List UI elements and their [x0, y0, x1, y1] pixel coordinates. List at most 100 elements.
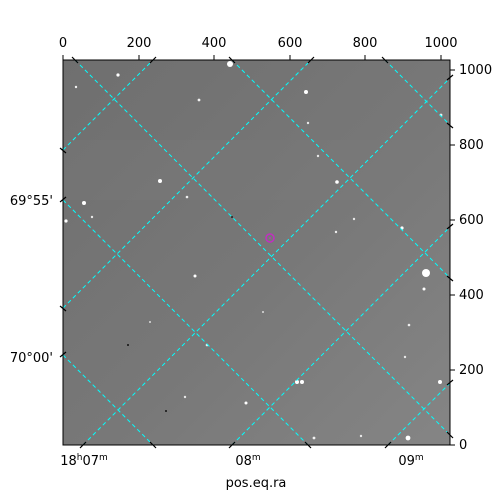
star [185, 195, 189, 199]
top-tick-label: 0 [59, 36, 67, 51]
ra-tick-hour-unit: h [77, 453, 83, 463]
star [407, 323, 411, 327]
star [149, 321, 151, 323]
star [316, 154, 320, 158]
target-center [269, 237, 271, 239]
grid-line-ra [231, 60, 450, 279]
wcs-tick [381, 56, 389, 64]
right-tick-label: 400 [459, 288, 484, 303]
star [422, 287, 426, 291]
wcs-tick [59, 147, 67, 154]
star [335, 180, 339, 184]
wcs-tick [384, 441, 392, 449]
ra-tick-label: 18h07m [60, 453, 108, 469]
star [64, 219, 68, 223]
star [193, 274, 197, 278]
ra-tick-minute-unit: m [252, 453, 261, 463]
wcs-tick [228, 56, 236, 64]
ra-tick-minute-unit: m [99, 453, 108, 463]
wcs-tick [71, 56, 79, 64]
ra-tick-minutes: 08 [235, 454, 252, 469]
star [90, 215, 94, 219]
star [334, 230, 338, 234]
grid-line-dec [63, 60, 154, 151]
wcs-tick [149, 56, 157, 64]
star [405, 435, 411, 441]
top-tick-label: 1000 [424, 36, 457, 51]
star [438, 380, 442, 384]
sky-image [63, 60, 450, 445]
star [295, 380, 299, 384]
star [158, 179, 162, 183]
ra-tick-hours: 18 [60, 454, 77, 469]
sky-band [63, 140, 450, 200]
wcs-tick [307, 56, 315, 64]
grid-line-dec [231, 226, 450, 445]
star [352, 217, 356, 221]
wcs-tick [59, 196, 67, 203]
wcs-tick [149, 441, 157, 449]
star [127, 344, 129, 346]
star [300, 380, 304, 384]
top-tick-label: 400 [202, 36, 227, 51]
right-tick-label: 200 [459, 363, 484, 378]
star [262, 311, 264, 313]
star [165, 410, 167, 412]
dec-tick-label: 69°55' [10, 194, 53, 209]
right-tick-label: 600 [459, 213, 484, 228]
wcs-tick [304, 441, 312, 449]
grid-line-ra [384, 60, 450, 126]
wcs-tick [228, 441, 236, 449]
star [183, 395, 187, 399]
wcs-tick [446, 122, 454, 129]
ra-tick-label: 09m [398, 453, 423, 469]
grid-line-dec [82, 77, 450, 445]
plot-frame [62, 59, 451, 446]
star [74, 85, 78, 89]
grid-line-ra [63, 354, 154, 445]
star [306, 121, 310, 125]
wcs-tick [79, 441, 87, 449]
dec-tick-label: 70°00' [10, 351, 53, 366]
wcs-tick [446, 74, 454, 81]
wcs-tick [59, 305, 67, 312]
star [197, 98, 201, 102]
ra-tick-minutes: 07 [82, 454, 99, 469]
wcs-edge-ticks [59, 56, 454, 449]
x-axis-label: pos.eq.ra [226, 476, 287, 491]
grid-line-ra [74, 60, 450, 436]
target-circle-icon [265, 233, 275, 243]
grid-line-dec [387, 382, 450, 445]
right-tick-label: 0 [459, 438, 467, 453]
star [359, 434, 363, 438]
star [231, 216, 233, 218]
top-tick-label: 800 [353, 36, 378, 51]
right-tick-label: 1000 [459, 63, 492, 78]
star [244, 401, 248, 405]
star [304, 90, 308, 94]
top-tick-label: 600 [278, 36, 303, 51]
star [227, 61, 233, 67]
star [422, 269, 430, 277]
right-axis [450, 69, 455, 446]
grid-line-dec [63, 60, 312, 309]
top-axis [62, 55, 442, 60]
wcs-tick [59, 351, 67, 358]
wcs-tick [446, 431, 454, 439]
star [403, 355, 407, 359]
ra-tick-label: 08m [235, 453, 260, 469]
star [312, 436, 316, 440]
coordinate-grid [63, 60, 450, 445]
wcs-tick [446, 275, 454, 282]
ra-tick-minute-unit: m [415, 453, 424, 463]
top-tick-label: 200 [127, 36, 152, 51]
wcs-tick [446, 379, 454, 386]
star-field [64, 61, 443, 441]
right-tick-label: 800 [459, 138, 484, 153]
star [116, 73, 120, 77]
wcs-tick [446, 223, 454, 230]
ra-tick-minutes: 09 [398, 454, 415, 469]
star [82, 201, 86, 205]
